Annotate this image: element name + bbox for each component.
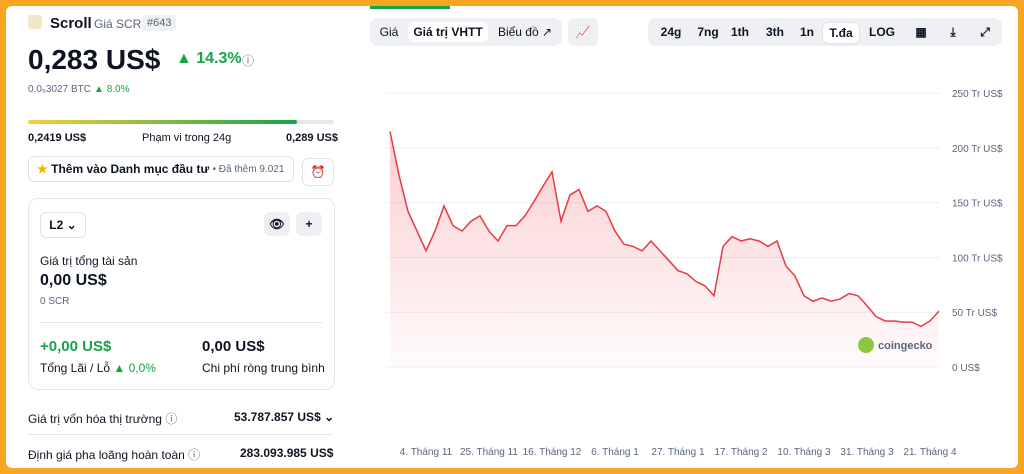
range-button[interactable]: 1n (799, 25, 814, 39)
pnl-value: +0,00 US$ (40, 338, 112, 355)
add-button[interactable]: + (296, 212, 322, 236)
tab-indicator (370, 6, 450, 9)
x-tick-label: 21. Tháng 4 (903, 447, 957, 458)
chart-type-button[interactable]: 📈 (568, 18, 598, 46)
btc-price: 0.0₅3027 BTC (28, 84, 91, 95)
tag-dropdown[interactable]: L2 ⌄ (40, 212, 86, 238)
range-button[interactable]: 3th (766, 25, 784, 39)
area (390, 131, 939, 367)
range-high: 0,289 US$ (286, 132, 338, 144)
stat-value-text: 53.787.857 US$ (234, 410, 321, 424)
calendar-button[interactable]: ▦ (915, 25, 927, 39)
x-tick-label: 16. Tháng 12 (523, 447, 582, 458)
coin-symbol: Giá SCR (94, 17, 142, 31)
tab[interactable]: Giá (379, 25, 399, 39)
price: 0,283 US$ (28, 44, 161, 75)
tab-text: Biểu đồ (497, 25, 539, 39)
btc-change: ▲ 8.0% (94, 84, 130, 95)
stat-label: Giá trị vốn hóa thị trường ⓘ (28, 410, 177, 427)
star-icon: ★ (37, 162, 48, 176)
x-tick-label: 10. Tháng 3 (777, 447, 831, 458)
stat-value: 283.093.985 US$ (240, 446, 334, 460)
range-low: 0,2419 US$ (28, 132, 87, 144)
stat-label: Định giá pha loãng hoàn toàn ⓘ (28, 446, 200, 463)
frame: Scroll Giá SCR #643 0,283 US$ ▲ 14.3% ⓘ … (6, 6, 1018, 468)
x-tick-label: 31. Tháng 3 (840, 447, 894, 458)
divider (40, 322, 322, 323)
line (389, 131, 940, 328)
portfolio-card (28, 198, 335, 390)
chart: 0 US$ 50 Tr US$ 100 Tr US$ 150 Tr US$ 200 Tr… (386, 89, 1003, 458)
range-button[interactable]: 1th (731, 25, 749, 39)
watermark: coingecko (878, 340, 933, 352)
alert-button[interactable]: ⏰ (302, 158, 334, 186)
y-tick-label: 150 Tr US$ (952, 199, 1003, 210)
tag: L2 (49, 218, 64, 232)
added-count: • Đã thêm 9.021 (212, 163, 285, 175)
price-change: ▲ 14.3% (176, 50, 242, 67)
view-button[interactable]: 👁 (264, 212, 290, 236)
add-portfolio-text: Thêm vào Danh mục đầu tư (51, 162, 210, 176)
stat-label-text: Giá trị vốn hóa thị trường (28, 412, 162, 426)
pnl-label-text: Tổng Lãi / Lỗ (40, 361, 111, 375)
divider (28, 434, 333, 435)
info-icon: ⓘ (188, 448, 201, 462)
cost-value: 0,00 US$ (202, 338, 265, 355)
y-tick-label: 250 Tr US$ (952, 89, 1003, 100)
y-tick-label: 50 Tr US$ (952, 308, 997, 319)
stat-label-text: Định giá pha loãng hoàn toàn (28, 448, 185, 462)
total-coins: 0 SCR (40, 296, 70, 307)
range-fill (28, 120, 298, 124)
info-icon: ⓘ (165, 412, 178, 426)
y-tick-label: 200 Tr US$ (952, 144, 1003, 155)
x-tick-label: 27. Tháng 1 (651, 447, 705, 458)
cost-label: Chi phí ròng trung bình (202, 361, 325, 375)
x-tick-label: 17. Tháng 2 (714, 447, 768, 458)
y-tick-label: 0 US$ (952, 363, 980, 374)
coin-name: Scroll (50, 15, 92, 32)
total-label: Giá trị tổng tài sản (40, 254, 138, 268)
expand-button[interactable]: ⤢ (980, 24, 990, 39)
info-icon: ⓘ (242, 54, 255, 68)
range-button[interactable]: T.đa (822, 22, 860, 44)
coin-icon (28, 15, 42, 29)
total-value: 0,00 US$ (40, 272, 107, 289)
tab[interactable]: Biểu đồ ↗ (497, 25, 553, 39)
y-tick-label: 100 Tr US$ (952, 253, 1003, 264)
add-portfolio-button[interactable]: ★ Thêm vào Danh mục đầu tư • Đã thêm 9.0… (28, 156, 294, 182)
pnl-pct-value: 0,0% (128, 361, 156, 375)
x-tick-label: 4. Tháng 11 (400, 447, 453, 458)
x-tick-label: 25. Tháng 11 (460, 447, 518, 458)
range-button[interactable]: 7ng (697, 25, 719, 39)
tab-active[interactable]: Giá trị VHTT (408, 22, 488, 42)
download-button[interactable]: ⤓ (950, 24, 956, 39)
pnl-label: Tổng Lãi / Lỗ ▲ 0,0% (40, 361, 156, 375)
range-button[interactable]: LOG (869, 25, 895, 39)
pnl-pct: ▲ 0,0% (113, 361, 156, 375)
range-button[interactable]: 24g (660, 25, 682, 39)
rank: #643 (142, 15, 177, 31)
watermark-logo (858, 337, 874, 353)
price-change-value: 14.3% (196, 50, 242, 67)
btc-change-value: 8.0% (106, 84, 130, 95)
stat-value[interactable]: 53.787.857 US$ ⌄ (234, 410, 335, 424)
x-tick-label: 6. Tháng 1 (591, 447, 639, 458)
range-label: Phạm vi trong 24g (142, 132, 232, 144)
range-track (28, 120, 334, 124)
